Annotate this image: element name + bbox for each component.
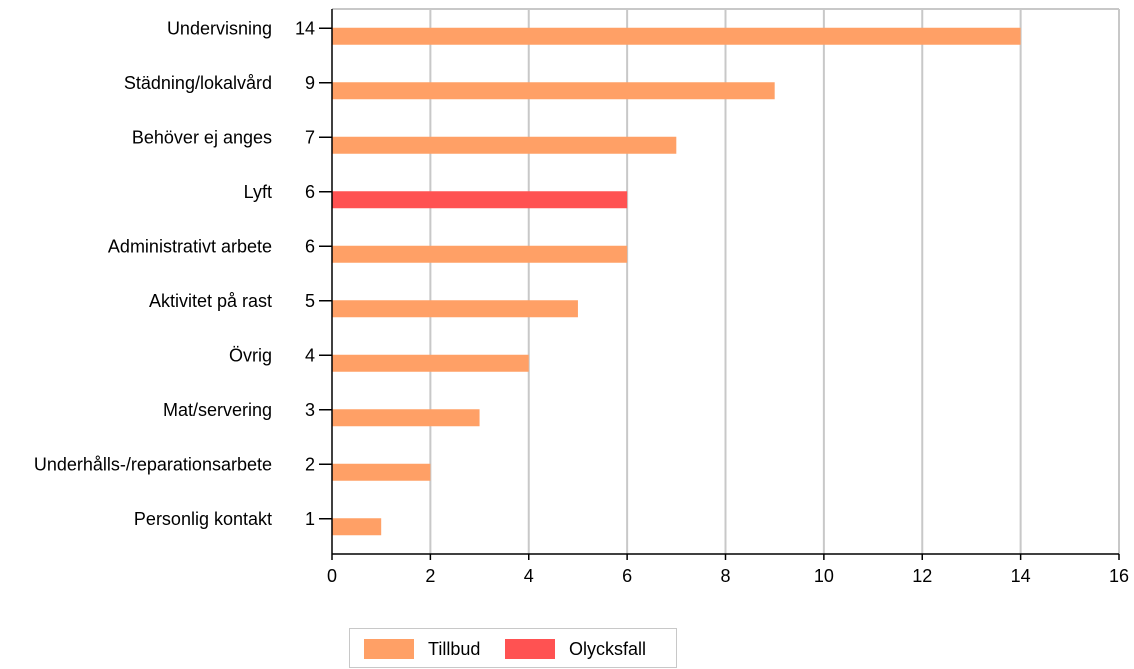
bar-olycksfall-3 [332,191,628,209]
category-label-8: Underhålls-/reparationsarbete [34,454,272,474]
bar-tillbud-4 [332,245,628,263]
xtick-label-4: 4 [524,566,534,586]
bar-tillbud-6 [332,354,529,372]
category-label-5: Aktivitet på rast [149,291,272,311]
chart-canvas: 14Undervisning9Städning/lokalvård7Behöve… [34,8,1129,586]
xtick-label-14: 14 [1011,566,1031,586]
xtick-label-0: 0 [327,566,337,586]
bar-tillbud-0 [332,27,1021,45]
bar-tillbud-5 [332,300,578,318]
category-label-4: Administrativt arbete [108,236,272,256]
count-label-2: 7 [305,127,315,147]
xtick-label-8: 8 [720,566,730,586]
legend-swatch-tillbud [364,639,414,659]
bar-tillbud-9 [332,518,382,536]
category-label-1: Städning/lokalvård [124,73,272,93]
count-label-7: 3 [305,400,315,420]
category-label-3: Lyft [244,182,272,202]
legend-item-olycksfall: Olycksfall [505,638,646,660]
xtick-label-16: 16 [1109,566,1129,586]
category-label-9: Personlig kontakt [134,509,272,529]
category-label-7: Mat/servering [163,400,272,420]
category-label-0: Undervisning [167,18,272,38]
count-label-4: 6 [305,236,315,256]
legend: Tillbud Olycksfall [349,628,677,668]
count-label-0: 14 [295,18,315,38]
bar-tillbud-2 [332,136,677,154]
xtick-label-12: 12 [912,566,932,586]
xtick-label-2: 2 [425,566,435,586]
count-label-5: 5 [305,291,315,311]
count-label-6: 4 [305,345,315,365]
bar-tillbud-7 [332,409,480,427]
legend-swatch-olycksfall [505,639,555,659]
legend-label-tillbud: Tillbud [428,639,481,659]
legend-item-tillbud: Tillbud [364,638,480,660]
category-label-6: Övrig [229,345,272,365]
count-label-3: 6 [305,182,315,202]
count-label-9: 1 [305,509,315,529]
category-label-2: Behöver ej anges [132,127,272,147]
xtick-label-6: 6 [622,566,632,586]
bar-tillbud-8 [332,463,431,481]
count-label-8: 2 [305,454,315,474]
bar-tillbud-1 [332,82,775,100]
xtick-label-10: 10 [814,566,834,586]
legend-label-olycksfall: Olycksfall [569,639,647,659]
count-label-1: 9 [305,73,315,93]
